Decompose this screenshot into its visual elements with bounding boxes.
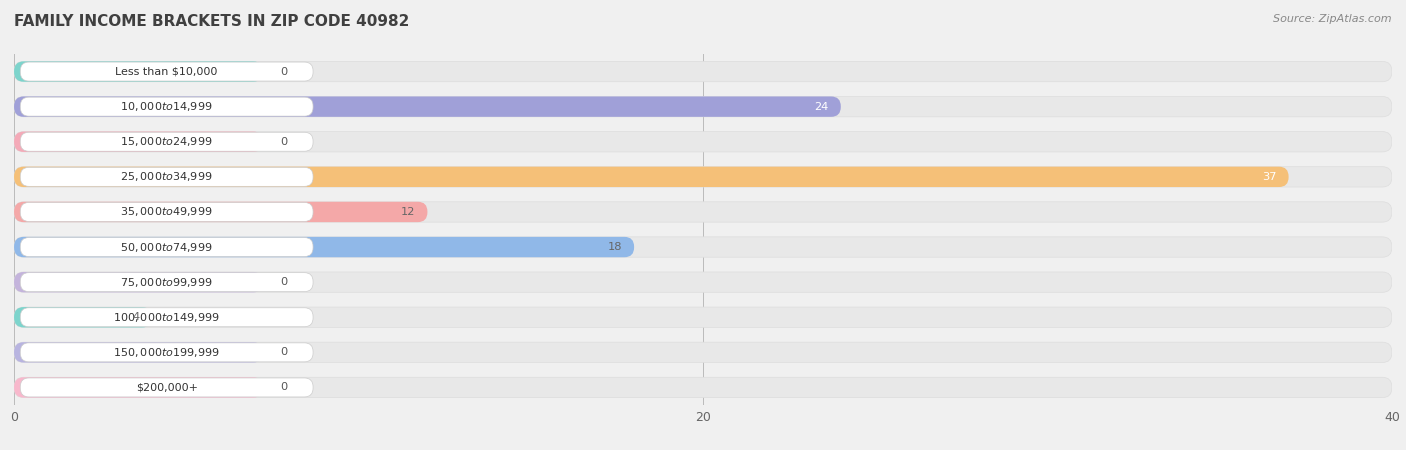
- Text: Source: ZipAtlas.com: Source: ZipAtlas.com: [1274, 14, 1392, 23]
- Text: 0: 0: [280, 382, 287, 392]
- FancyBboxPatch shape: [20, 273, 314, 292]
- Text: $150,000 to $199,999: $150,000 to $199,999: [114, 346, 219, 359]
- FancyBboxPatch shape: [14, 61, 1392, 82]
- FancyBboxPatch shape: [20, 62, 314, 81]
- FancyBboxPatch shape: [14, 377, 1392, 398]
- FancyBboxPatch shape: [14, 237, 634, 257]
- FancyBboxPatch shape: [14, 131, 263, 152]
- Text: 0: 0: [280, 67, 287, 76]
- FancyBboxPatch shape: [14, 131, 1392, 152]
- FancyBboxPatch shape: [14, 377, 263, 398]
- Text: $25,000 to $34,999: $25,000 to $34,999: [121, 171, 212, 183]
- Text: $200,000+: $200,000+: [135, 382, 198, 392]
- Text: 18: 18: [607, 242, 621, 252]
- Text: $75,000 to $99,999: $75,000 to $99,999: [121, 276, 212, 288]
- Text: $10,000 to $14,999: $10,000 to $14,999: [121, 100, 212, 113]
- FancyBboxPatch shape: [20, 378, 314, 397]
- Text: $100,000 to $149,999: $100,000 to $149,999: [114, 311, 219, 324]
- FancyBboxPatch shape: [20, 202, 314, 221]
- FancyBboxPatch shape: [14, 307, 1392, 328]
- Text: 0: 0: [280, 277, 287, 287]
- FancyBboxPatch shape: [20, 308, 314, 327]
- FancyBboxPatch shape: [14, 96, 841, 117]
- FancyBboxPatch shape: [14, 202, 1392, 222]
- Text: 0: 0: [280, 347, 287, 357]
- Text: 4: 4: [132, 312, 139, 322]
- FancyBboxPatch shape: [14, 342, 263, 363]
- FancyBboxPatch shape: [14, 307, 152, 328]
- Text: 12: 12: [401, 207, 415, 217]
- Text: $35,000 to $49,999: $35,000 to $49,999: [121, 206, 212, 218]
- FancyBboxPatch shape: [20, 132, 314, 151]
- FancyBboxPatch shape: [14, 166, 1289, 187]
- FancyBboxPatch shape: [20, 167, 314, 186]
- Text: Less than $10,000: Less than $10,000: [115, 67, 218, 76]
- FancyBboxPatch shape: [14, 342, 1392, 363]
- FancyBboxPatch shape: [14, 237, 1392, 257]
- Text: 0: 0: [280, 137, 287, 147]
- FancyBboxPatch shape: [20, 238, 314, 256]
- Text: FAMILY INCOME BRACKETS IN ZIP CODE 40982: FAMILY INCOME BRACKETS IN ZIP CODE 40982: [14, 14, 409, 28]
- FancyBboxPatch shape: [14, 61, 263, 82]
- FancyBboxPatch shape: [14, 166, 1392, 187]
- Text: 37: 37: [1263, 172, 1277, 182]
- FancyBboxPatch shape: [14, 96, 1392, 117]
- Text: 24: 24: [814, 102, 828, 112]
- FancyBboxPatch shape: [14, 272, 263, 292]
- Text: $50,000 to $74,999: $50,000 to $74,999: [121, 241, 212, 253]
- FancyBboxPatch shape: [14, 202, 427, 222]
- Text: $15,000 to $24,999: $15,000 to $24,999: [121, 135, 212, 148]
- FancyBboxPatch shape: [20, 97, 314, 116]
- FancyBboxPatch shape: [14, 272, 1392, 292]
- FancyBboxPatch shape: [20, 343, 314, 362]
